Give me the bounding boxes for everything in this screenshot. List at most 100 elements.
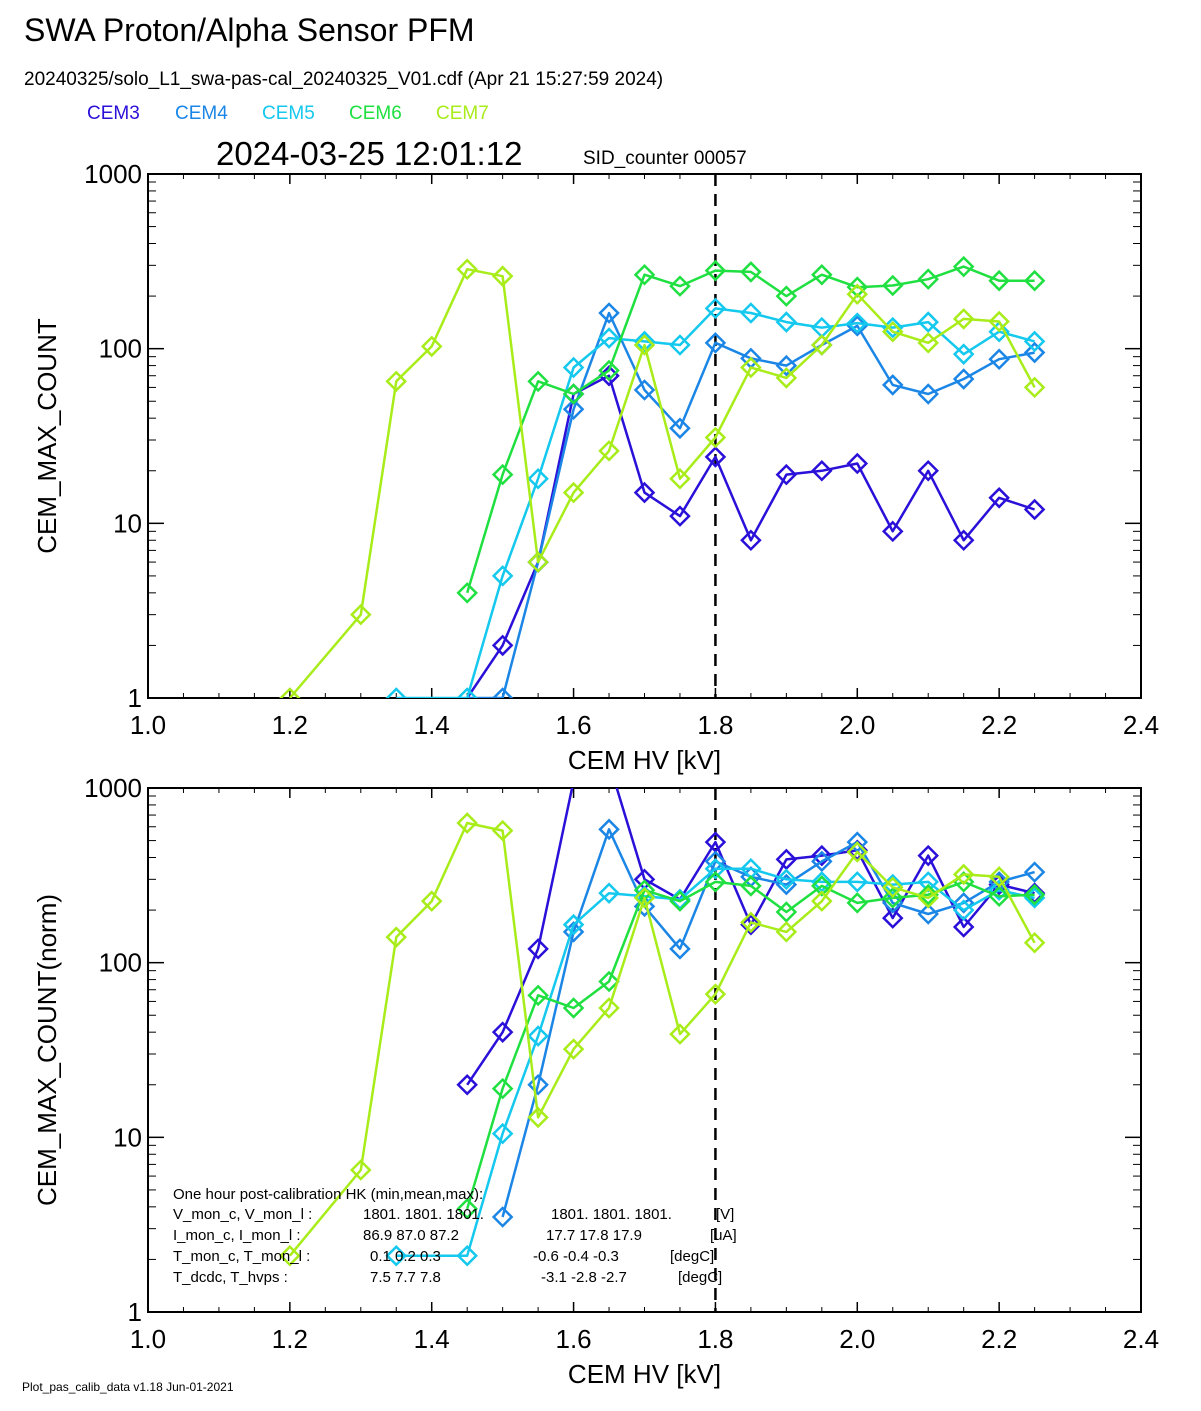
hk-box: One hour post-calibration HK (min,mean,m… [173,1186,737,1286]
hk-row-unit: [uA] [710,1227,737,1244]
data-point [562,1038,585,1060]
data-point [420,890,443,912]
top-plot: 1.0 1.2 1.4 1.6 1.8 2.0 2.2 2.4 1 10 100 1000 CEM HV… [32,159,1159,775]
data-point [740,302,762,324]
data-point [385,1244,408,1267]
data-point [952,892,975,914]
data-point [456,582,478,604]
data-point [952,255,975,278]
data-point [811,875,833,897]
data-point [385,370,408,393]
y-tick-label: 1 [128,1297,142,1327]
data-point [669,467,691,490]
data-point [491,265,514,287]
x-tick-label: 1.8 [697,1324,733,1354]
data-point [562,398,585,421]
data-point [917,459,939,482]
data-point [917,311,939,333]
data-point [633,887,656,909]
data-point [775,285,798,307]
data-point [952,863,975,886]
data-point [988,269,1010,292]
data-point [740,911,762,934]
data-point [491,1206,514,1228]
timestamp: 2024-03-25 12:01:12 [216,135,522,172]
data-point [704,426,727,449]
data-point [952,916,975,938]
data-point [669,505,691,527]
data-point [279,1244,301,1267]
data-point [491,687,514,698]
data-point [952,529,975,552]
data-point [562,383,585,405]
data-point [1023,269,1046,292]
data-point [775,311,798,333]
x-tick-label: 1.4 [414,1324,450,1354]
data-point [917,887,939,909]
hk-row-l: -0.6 -0.4 -0.3 [533,1248,619,1265]
data-point [598,818,620,841]
x-axis-label: CEM HV [kV] [568,1359,721,1389]
data-point [775,354,798,377]
x-tick-label: 1.2 [272,1324,308,1354]
hk-row-unit: [degC] [670,1248,714,1265]
data-point [598,882,620,904]
hk-row-c: 7.5 7.7 7.8 [370,1269,441,1286]
data-point [917,844,939,867]
data-point [846,871,869,893]
data-point [491,634,514,657]
data-point [633,334,656,356]
data-point [740,261,762,283]
hk-row-c: 86.9 87.0 87.2 [363,1227,459,1244]
x-tick-label: 2.0 [839,1324,875,1354]
data-point [811,844,833,867]
data-point [633,263,656,286]
data-point [1023,330,1046,353]
series-line-cem7 [288,821,1036,1257]
series-line-cem6 [466,265,1035,594]
data-point [633,481,656,504]
hk-row-c: 1801. 1801. 1801. [363,1206,484,1223]
data-point [775,848,798,871]
data-point [456,1197,478,1220]
data-point [669,275,691,297]
y-tick-label: 1 [128,683,142,713]
data-point [527,1073,549,1096]
data-point [491,565,514,587]
data-point [420,335,443,358]
y-tick-label: 100 [99,948,142,978]
data-point [1023,931,1046,954]
x-tick-label: 1.8 [697,710,733,740]
data-point [669,890,691,912]
hk-row-l: 17.7 17.8 17.9 [546,1227,642,1244]
x-tick-label: 2.2 [981,710,1017,740]
data-point [669,417,691,440]
y-axis-label: CEM_MAX_COUNT(norm) [32,894,62,1206]
x-tick-label: 1.4 [414,710,450,740]
legend-cem6: CEM6 [349,103,402,124]
hk-row-unit: [V] [716,1206,734,1223]
series-line-cem3 [466,374,1035,698]
hk-row-unit: [degC] [678,1269,722,1286]
data-point [881,907,904,929]
data-point [456,1244,478,1267]
data-point [598,359,620,382]
data-point [881,274,904,297]
data-point [1023,883,1046,906]
data-point [350,603,372,626]
data-point [811,459,833,482]
data-point [1023,861,1046,883]
data-point [704,871,727,893]
x-tick-label: 2.2 [981,1324,1017,1354]
bottom-plot: 1.0 1.2 1.4 1.6 1.8 2.0 2.2 2.4 1 10 100 1000 CEM HV… [32,773,1159,1389]
data-point [775,868,798,891]
version-footer: Plot_pas_calib_data v1.18 Jun-01-2021 [22,1380,234,1394]
data-point [988,885,1010,908]
data-point [1023,498,1046,521]
x-tick-label: 1.0 [130,1324,166,1354]
data-point [704,446,727,468]
data-point [740,356,762,379]
legend-cem3: CEM3 [87,103,140,124]
data-point [881,876,904,899]
data-point [811,850,833,873]
